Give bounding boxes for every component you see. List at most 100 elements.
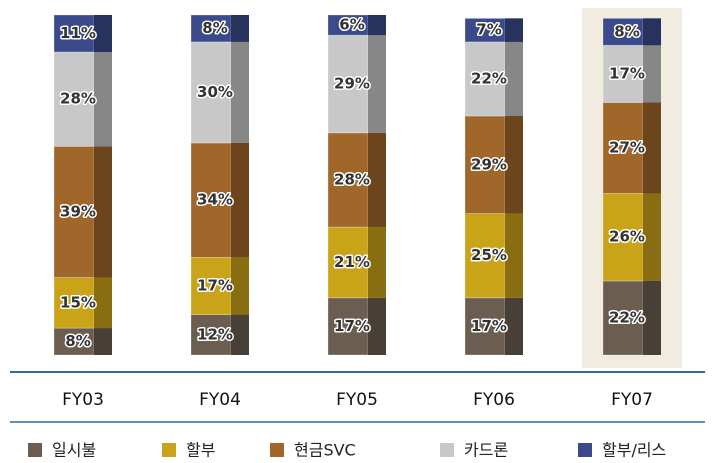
bar-segment: [464, 41, 523, 117]
bar-side: [231, 142, 249, 258]
value-label: 17%: [471, 317, 507, 335]
bar-side-shade: [368, 15, 386, 36]
value-label: 17%: [609, 64, 645, 82]
value-label: 39%: [60, 202, 96, 220]
value-label: 27%: [609, 138, 645, 156]
bar-segment: [464, 213, 523, 299]
bar-side: [368, 297, 386, 355]
value-label: 6%: [339, 16, 364, 34]
legend-swatch: [162, 443, 176, 457]
legend-label: 현금SVC: [294, 441, 356, 460]
legend-swatch: [270, 443, 284, 457]
bar-side: [505, 213, 523, 298]
bar-front: [602, 280, 644, 356]
bar-side: [368, 227, 386, 298]
bar-side-shade: [368, 35, 386, 133]
bar-segment: [190, 314, 249, 356]
bar-segment: [53, 277, 112, 329]
bar-side-shade: [505, 18, 523, 42]
bar-segment: [327, 14, 386, 36]
bar-segment: [327, 132, 386, 228]
legend-swatch: [440, 443, 454, 457]
bar-front: [53, 14, 95, 53]
bar-front: [602, 102, 644, 194]
legend-label: 할부: [186, 441, 215, 460]
value-label: 30%: [197, 83, 233, 101]
value-label: 12%: [197, 325, 233, 343]
legend-label: 할부/리스: [602, 441, 666, 460]
bar-side: [643, 193, 661, 281]
bar-segment: [327, 226, 386, 299]
bar-segment: [602, 280, 661, 356]
value-label: 26%: [609, 228, 645, 246]
bar-side: [368, 15, 386, 36]
bar-side-shade: [94, 52, 112, 147]
bar-side-shade: [94, 15, 112, 53]
bar-side: [94, 328, 112, 355]
bar-side-shade: [368, 297, 386, 355]
bar-front: [464, 41, 506, 117]
bar-side-shade: [231, 142, 249, 258]
bar-front: [327, 34, 369, 134]
value-label: 8%: [65, 332, 90, 350]
bar-side-shade: [643, 193, 661, 281]
bar-segment: [53, 145, 112, 278]
value-label: 8%: [614, 22, 639, 40]
bar-side-shade: [643, 102, 661, 194]
value-label: 17%: [197, 276, 233, 294]
bar-side: [643, 18, 661, 46]
value-label: 28%: [60, 90, 96, 108]
bar-side-shade: [231, 41, 249, 143]
bar-segment: [464, 17, 523, 43]
value-label: 29%: [471, 155, 507, 173]
x-tick-label: FY05: [336, 390, 378, 410]
value-label: 25%: [471, 246, 507, 264]
bar-side: [643, 280, 661, 355]
bar-segment: [602, 17, 661, 46]
bar-segment: [53, 327, 112, 356]
value-label: 8%: [202, 19, 227, 37]
bar-side-shade: [505, 297, 523, 355]
bar-segment: [53, 51, 112, 147]
bar-segment: [53, 14, 112, 53]
bar-side-shade: [231, 15, 249, 42]
bar-side-shade: [643, 45, 661, 103]
bar-front: [53, 327, 95, 356]
bar-side: [643, 45, 661, 103]
bar-front: [190, 142, 232, 258]
bar-side-shade: [505, 41, 523, 116]
bar-side-shade: [94, 277, 112, 329]
value-label: 22%: [471, 69, 507, 87]
bar-front: [327, 226, 369, 299]
bar-side: [368, 132, 386, 228]
x-tick-label: FY07: [611, 390, 653, 410]
bar-side-shade: [505, 115, 523, 214]
bar-side: [94, 277, 112, 329]
bar-segment: [602, 193, 661, 282]
bar-segment: [327, 34, 386, 134]
x-tick-label: FY03: [62, 390, 104, 410]
bar-side: [505, 115, 523, 214]
legend-swatch: [578, 443, 592, 457]
legend-label: 일시불: [52, 441, 96, 460]
value-label: 28%: [334, 170, 370, 188]
bar-front: [602, 193, 644, 282]
bar-side-shade: [231, 314, 249, 355]
bar-side-shade: [94, 146, 112, 278]
x-tick-label: FY04: [199, 390, 241, 410]
legend-swatch: [28, 443, 42, 457]
legend-label: 카드론: [464, 441, 508, 460]
bar-front: [327, 297, 369, 356]
bar-front: [190, 14, 232, 43]
bar-side-shade: [643, 18, 661, 46]
bar-side: [94, 15, 112, 53]
bar-side: [94, 52, 112, 147]
value-label: 21%: [334, 253, 370, 271]
bar-side-shade: [643, 280, 661, 355]
value-label: 17%: [334, 317, 370, 335]
bar-side: [231, 257, 249, 315]
bar-front: [464, 213, 506, 299]
bar-side: [231, 314, 249, 355]
x-tick-label: FY06: [473, 390, 515, 410]
bar-segment: [190, 41, 249, 144]
